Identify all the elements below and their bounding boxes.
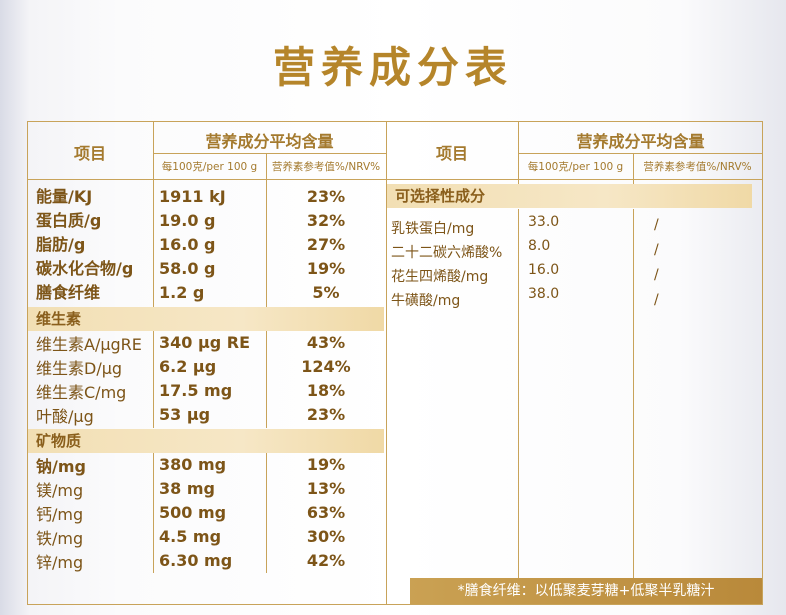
row-name: 钙/mg	[36, 505, 84, 524]
col-divider-2b	[266, 330, 267, 428]
row-value: 33.0	[528, 214, 560, 230]
row-value: 340 μg RE	[159, 333, 251, 352]
header-item-left: 项目	[73, 144, 106, 163]
row-value: 16.0 g	[159, 235, 216, 254]
row-name: 碳水化合物/g	[36, 259, 134, 278]
col-divider-4b	[633, 209, 634, 578]
row-value: 380 mg	[159, 455, 227, 474]
row-value: 58.0 g	[159, 259, 216, 278]
row-name: 脂肪/g	[36, 235, 86, 254]
row-nrv: 43%	[306, 333, 346, 352]
row-value: 53 μg	[159, 405, 211, 424]
row-value: 38.0	[528, 286, 560, 302]
row-value: 6.2 μg	[159, 357, 217, 376]
row-nrv: 124%	[301, 357, 351, 376]
row-nrv: /	[654, 217, 659, 233]
table-bottom-border	[27, 604, 763, 605]
row-nrv: 5%	[312, 283, 340, 302]
left-subheader-divider	[153, 153, 386, 154]
row-value: 8.0	[528, 238, 551, 254]
col-divider-2a	[266, 153, 267, 308]
row-value: 19.0 g	[159, 211, 216, 230]
table-top-border	[27, 121, 763, 122]
row-name: 镁/mg	[36, 481, 84, 500]
header-per100-right: 每100克/per 100 g	[527, 161, 624, 173]
row-nrv: 32%	[306, 211, 346, 230]
row-nrv: 23%	[306, 405, 346, 424]
header-avg-right: 营养成分平均含量	[576, 132, 705, 151]
row-nrv: 42%	[306, 551, 346, 570]
section-vitamin: 维生素	[28, 307, 384, 331]
row-value: 1911 kJ	[159, 187, 226, 206]
center-divider	[386, 121, 387, 605]
row-name: 维生素C/mg	[36, 383, 127, 402]
table-left-border	[27, 121, 28, 605]
row-nrv: 30%	[306, 527, 346, 546]
header-bottom-border	[27, 179, 763, 180]
header-nrv-right: 营养素参考值%/NRV%	[643, 161, 752, 173]
row-nrv: 23%	[306, 187, 346, 206]
row-value: 500 mg	[159, 503, 227, 522]
row-nrv: /	[654, 292, 659, 308]
row-name: 维生素A/μgRE	[36, 335, 142, 354]
row-nrv: 13%	[306, 479, 346, 498]
row-nrv: /	[654, 267, 659, 283]
row-name: 叶酸/μg	[36, 407, 94, 426]
row-name: 膳食纤维	[36, 283, 101, 302]
row-name: 蛋白质/g	[36, 211, 102, 230]
col-divider-3a	[518, 121, 519, 184]
row-name: 铁/mg	[36, 529, 84, 548]
col-divider-2c	[266, 453, 267, 573]
row-value: 6.30 mg	[159, 551, 233, 570]
section-optional: 可选择性成分	[387, 184, 752, 208]
header-per100-left: 每100克/per 100 g	[161, 161, 258, 173]
col-divider-3b	[518, 209, 519, 578]
row-name: 花生四烯酸/mg	[391, 269, 489, 285]
row-name: 维生素D/μg	[36, 359, 123, 378]
row-name: 二十二碳六烯酸%	[391, 245, 503, 261]
col-divider-1b	[153, 453, 154, 573]
row-value: 38 mg	[159, 479, 215, 498]
col-divider-1a	[153, 121, 154, 428]
header-avg-left: 营养成分平均含量	[205, 132, 334, 151]
row-nrv: 19%	[306, 259, 346, 278]
row-value: 16.0	[528, 262, 560, 278]
row-nrv: 27%	[306, 235, 346, 254]
header-nrv-left: 营养素参考值%/NRV%	[271, 161, 381, 173]
row-value: 17.5 mg	[159, 381, 233, 400]
row-value: 4.5 mg	[159, 527, 222, 546]
row-value: 1.2 g	[159, 283, 205, 302]
row-name: 牛磺酸/mg	[391, 293, 461, 309]
row-nrv: 18%	[306, 381, 346, 400]
page-title: 营养成分表	[272, 43, 513, 92]
header-item-right: 项目	[435, 144, 468, 163]
row-nrv: 19%	[306, 455, 346, 474]
table-right-border	[762, 121, 763, 605]
row-name: 乳铁蛋白/mg	[391, 221, 475, 237]
right-subheader-divider	[518, 153, 763, 154]
row-name: 锌/mg	[36, 553, 84, 572]
row-nrv: /	[654, 242, 659, 258]
col-divider-4a	[633, 153, 634, 184]
footnote: *膳食纤维：以低聚麦芽糖+低聚半乳糖汁	[410, 578, 762, 604]
row-name: 能量/KJ	[36, 187, 93, 206]
row-nrv: 63%	[306, 503, 346, 522]
section-mineral: 矿物质	[28, 429, 384, 453]
row-name: 钠/mg	[36, 457, 86, 476]
